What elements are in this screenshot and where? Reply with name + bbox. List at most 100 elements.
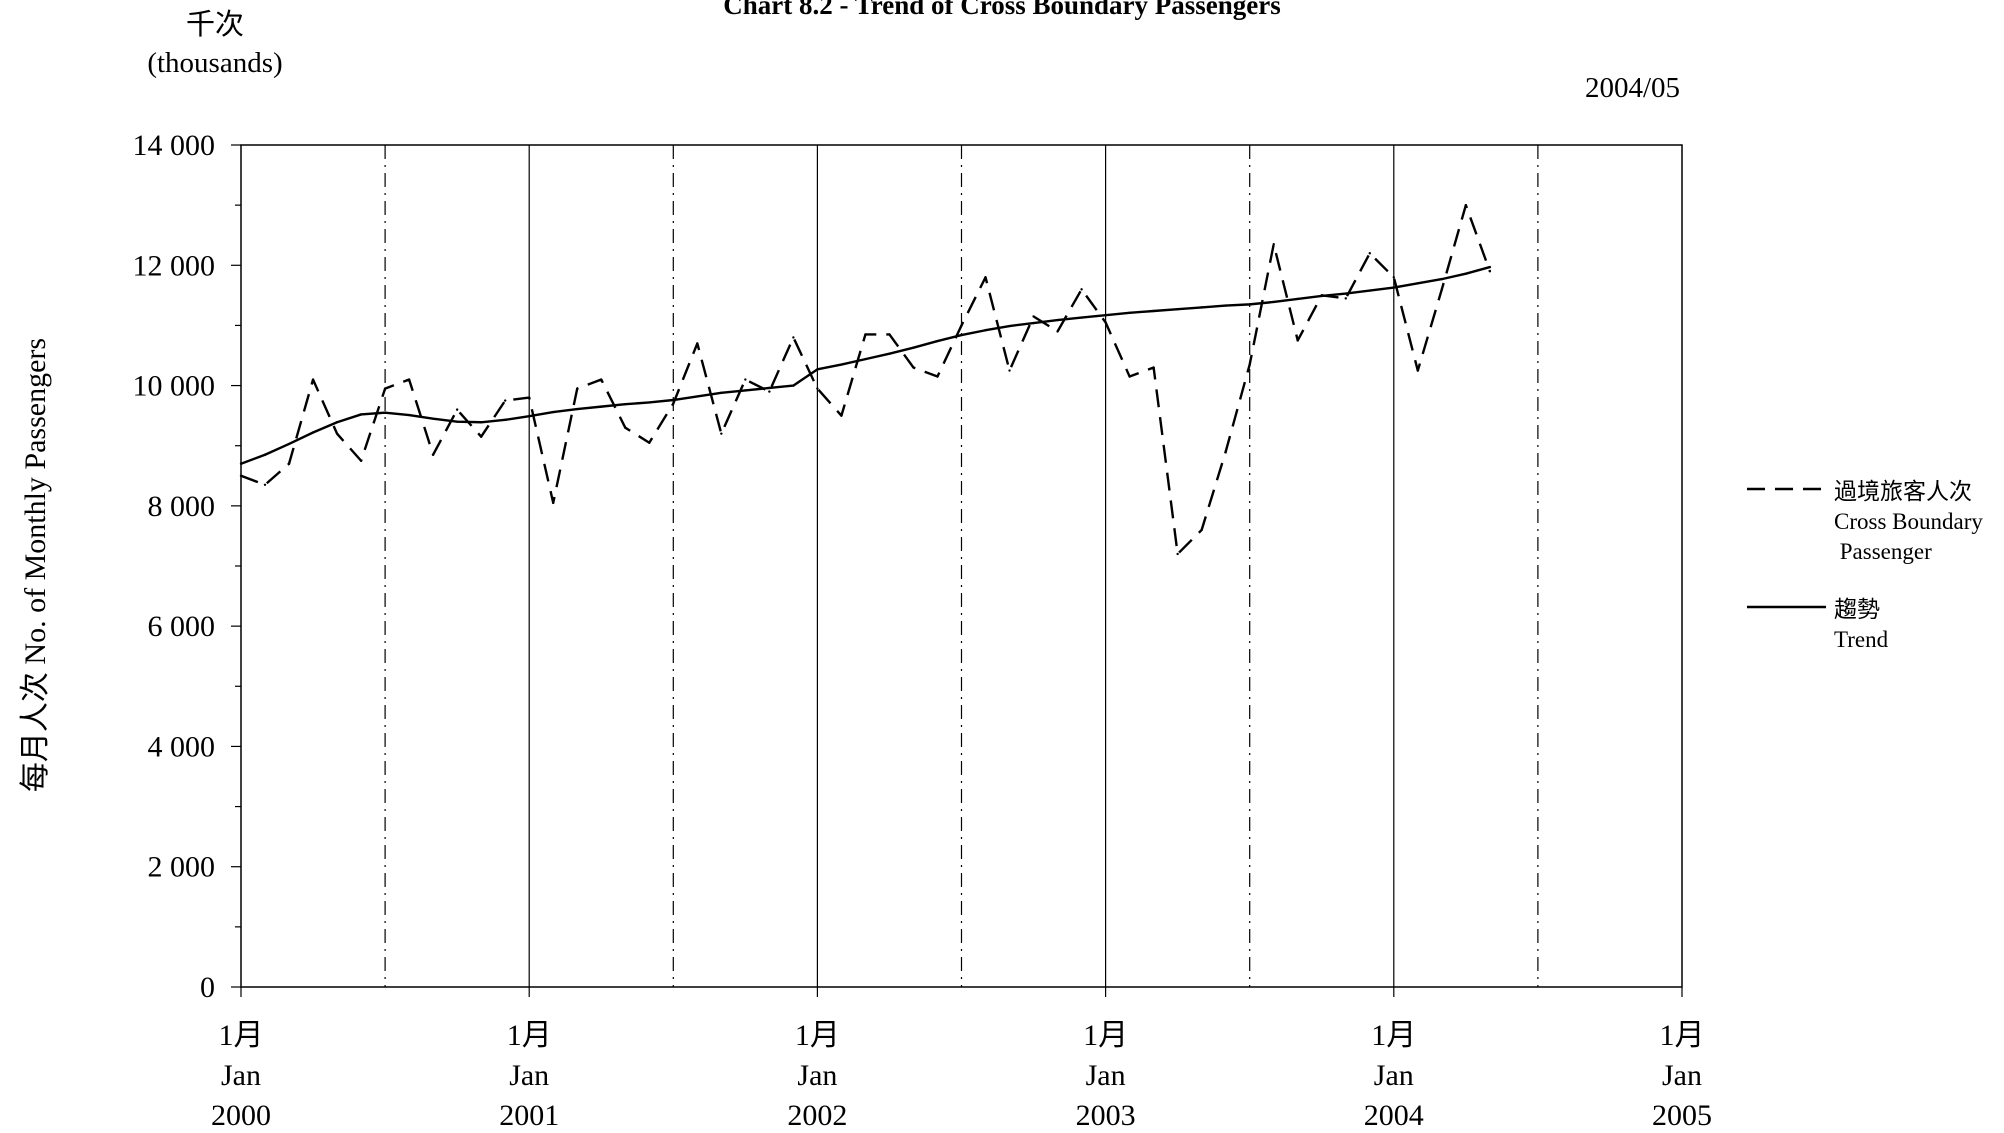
- data-point-passenger: [600, 378, 603, 381]
- data-point-passenger: [263, 483, 267, 487]
- x-tick-label-en: Jan: [797, 1059, 837, 1092]
- data-point-passenger: [816, 387, 819, 390]
- data-point-passenger: [407, 378, 411, 381]
- data-point-passenger: [960, 324, 963, 327]
- data-point-trend: [383, 411, 387, 414]
- legend-label-trend: 趨勢: [1834, 597, 1880, 622]
- data-point-trend: [624, 403, 627, 406]
- data-point-trend: [335, 421, 339, 424]
- legend-label-passenger: 過境旅客人次: [1834, 479, 1972, 504]
- data-point-passenger: [1392, 276, 1396, 279]
- data-point-trend: [1344, 292, 1347, 295]
- y-tick-label: 14 000: [133, 129, 216, 162]
- data-point-passenger: [287, 462, 291, 465]
- data-point-passenger: [1416, 369, 1420, 372]
- chart-title: Chart 8.2 - Trend of Cross Boundary Pass…: [723, 0, 1281, 20]
- data-point-passenger: [383, 387, 387, 390]
- x-tick-label-en: Jan: [221, 1059, 261, 1092]
- data-point-passenger: [936, 375, 939, 378]
- data-point-passenger: [1152, 366, 1155, 369]
- x-tick-label-year: 2002: [787, 1099, 847, 1128]
- data-point-trend: [744, 389, 747, 392]
- x-tick-label-zh: 1月: [795, 1019, 840, 1052]
- data-point-trend: [1368, 289, 1371, 292]
- data-point-passenger: [1104, 321, 1107, 324]
- data-point-passenger: [1368, 252, 1371, 255]
- data-point-trend: [960, 333, 963, 337]
- x-tick-label-zh: 1月: [219, 1019, 264, 1052]
- data-point-trend: [1056, 318, 1059, 322]
- y-tick-label: 0: [200, 971, 215, 1004]
- data-point-passenger: [1464, 203, 1468, 207]
- legend-label-passenger: Passenger: [1834, 539, 1932, 564]
- data-point-trend: [1032, 321, 1035, 325]
- data-point-trend: [648, 401, 651, 404]
- data-point-passenger: [1032, 315, 1035, 318]
- x-tick-label-zh: 1月: [1371, 1019, 1416, 1052]
- data-point-trend: [720, 391, 723, 394]
- data-point-trend: [936, 339, 939, 343]
- data-point-trend: [912, 346, 915, 349]
- data-point-trend: [455, 420, 459, 423]
- x-tick-label-year: 2004: [1364, 1099, 1424, 1128]
- data-point-trend: [311, 431, 315, 434]
- data-point-passenger: [696, 342, 699, 345]
- unit-label: 千次 (thousands): [135, 6, 295, 82]
- data-point-trend: [263, 453, 267, 456]
- data-point-trend: [768, 386, 771, 390]
- series-line-cross-boundary-passenger: [240, 203, 1491, 556]
- data-point-passenger: [1176, 552, 1179, 556]
- data-point-passenger: [1200, 528, 1203, 532]
- data-point-passenger: [624, 426, 627, 429]
- x-tick-label-zh: 1月: [507, 1019, 552, 1052]
- data-point-passenger: [744, 378, 747, 381]
- data-point-trend: [816, 368, 819, 371]
- data-point-trend: [479, 421, 483, 424]
- y-tick-label: 8 000: [148, 490, 216, 523]
- unit-label-zh: 千次: [185, 9, 244, 41]
- data-point-passenger: [431, 453, 435, 456]
- data-point-trend: [431, 417, 435, 420]
- y-tick-label: 10 000: [133, 370, 216, 403]
- data-point-trend: [1320, 294, 1323, 298]
- data-point-passenger: [864, 333, 867, 336]
- data-point-trend: [1416, 282, 1420, 285]
- data-point-passenger: [528, 396, 531, 399]
- data-point-trend: [576, 407, 579, 411]
- data-point-passenger: [1056, 330, 1059, 333]
- data-point-passenger: [1128, 375, 1131, 378]
- data-point-trend: [1152, 309, 1155, 313]
- y-tick-label: 4 000: [148, 730, 216, 763]
- x-tick-label-en: Jan: [1086, 1059, 1126, 1092]
- x-tick-label-year: 2003: [1076, 1099, 1136, 1128]
- data-point-trend: [287, 442, 291, 446]
- data-point-trend: [1080, 316, 1083, 319]
- data-point-trend: [1248, 303, 1251, 306]
- data-point-trend: [1176, 307, 1179, 311]
- data-point-trend: [503, 418, 507, 422]
- data-point-passenger: [720, 432, 723, 435]
- data-point-passenger: [552, 501, 555, 505]
- data-point-passenger: [1224, 450, 1227, 453]
- x-tick-label-year: 2005: [1652, 1099, 1712, 1128]
- x-tick-label-en: Jan: [1662, 1059, 1702, 1092]
- data-point-passenger: [1344, 297, 1347, 300]
- data-point-trend: [1104, 314, 1107, 317]
- unit-label-en: (thousands): [147, 47, 283, 79]
- data-point-trend: [1296, 297, 1299, 301]
- data-point-trend: [984, 329, 987, 332]
- data-point-passenger: [239, 474, 243, 477]
- x-tick-label-zh: 1月: [1660, 1019, 1705, 1052]
- data-point-passenger: [912, 366, 915, 369]
- data-point-trend: [407, 413, 411, 417]
- x-tick-label-year: 2000: [211, 1099, 271, 1128]
- data-point-trend: [1464, 272, 1468, 275]
- data-point-passenger: [1440, 288, 1444, 291]
- data-point-trend: [1440, 277, 1444, 281]
- date-stamp: 2004/05: [1584, 72, 1680, 104]
- series-line-trend: [240, 265, 1491, 465]
- data-point-trend: [1224, 304, 1227, 307]
- data-point-passenger: [1272, 243, 1275, 246]
- data-point-passenger: [503, 399, 507, 402]
- legend-label-trend: Trend: [1834, 627, 1889, 652]
